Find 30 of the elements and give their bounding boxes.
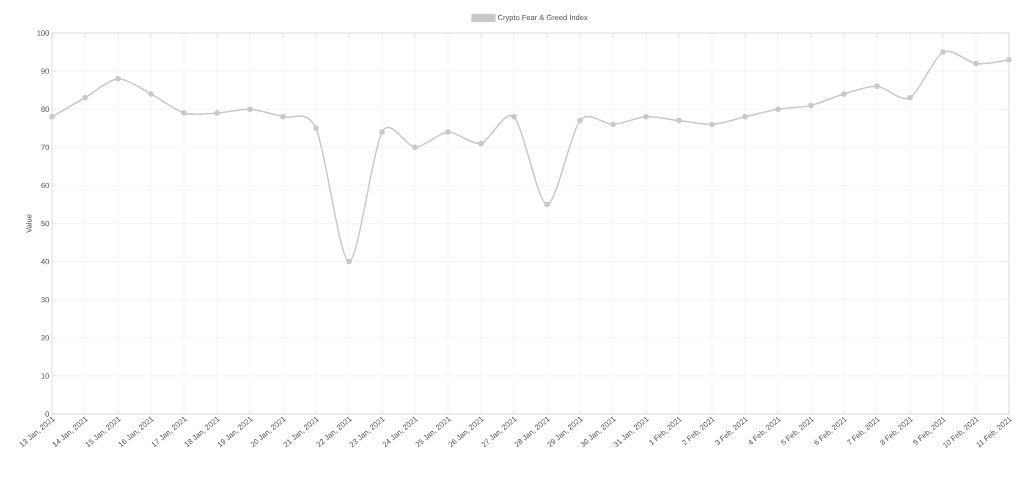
point: [313, 125, 319, 131]
point: [247, 106, 253, 112]
point: [445, 129, 451, 135]
point: [808, 102, 814, 109]
point: [511, 114, 517, 120]
point: [181, 110, 187, 116]
point: [610, 121, 616, 128]
point: [907, 95, 913, 101]
point: [709, 121, 715, 128]
point: [346, 258, 352, 265]
point: [775, 106, 781, 112]
point: [280, 114, 286, 120]
point: [874, 83, 880, 90]
point: [940, 49, 946, 55]
point: [841, 91, 847, 97]
point: [478, 140, 484, 147]
point: [115, 75, 121, 82]
point: [577, 117, 583, 124]
point: [742, 114, 748, 120]
point: [49, 114, 55, 120]
point: [82, 95, 88, 101]
point: [214, 110, 220, 116]
point: [676, 117, 682, 124]
point: [973, 60, 979, 67]
point: [379, 129, 385, 135]
point: [544, 201, 550, 208]
point: [643, 114, 649, 120]
point: [1006, 56, 1012, 63]
point: [412, 144, 418, 151]
point: [148, 91, 154, 97]
